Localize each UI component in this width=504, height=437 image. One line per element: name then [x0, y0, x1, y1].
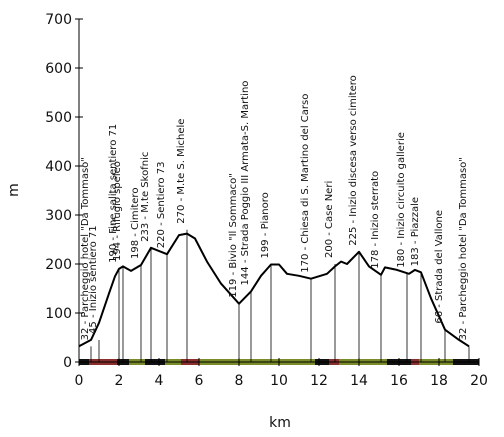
x-tick-label-4: 4 [155, 373, 164, 389]
x-tick-label-16: 16 [390, 373, 408, 389]
waypoint-label-3: 194 - Rifugio speleo [112, 161, 123, 261]
x-tick-label-2: 2 [115, 373, 124, 389]
waypoint-label-18: 32 - Parcheggio hotel "Da Tommaso" [458, 157, 469, 340]
elevation-line-0 [78, 232, 470, 348]
waypoint-label-0: 32 - Parcheggio hotel "Da Tommaso" [80, 157, 91, 340]
x-tick-label-0: 0 [75, 373, 84, 389]
waypoint-label-16: 183 - Piazzale [410, 197, 421, 266]
x-axis-label: km [269, 415, 291, 431]
x-tick-label-10: 10 [270, 373, 288, 389]
x-tick-label-12: 12 [310, 373, 328, 389]
x-tick-label-18: 18 [430, 373, 448, 389]
waypoint-label-8: 119 - Bivio "Il Sommaco" [228, 173, 239, 297]
x-tick-label-14: 14 [350, 373, 368, 389]
y-tick-label-600: 600 [45, 61, 72, 77]
y-tick-label-300: 300 [45, 208, 72, 224]
waypoint-label-17: 66 - Strada del Vallone [434, 210, 445, 324]
series-line-group [78, 232, 470, 348]
waypoint-label-14: 178 - Inizio sterrato [370, 171, 381, 269]
y-axis-label: m [6, 183, 22, 197]
waypoint-label-1: 45 - Inizio sentiero 71 [88, 225, 99, 334]
y-tick-label-0: 0 [63, 355, 72, 371]
waypoint-label-2: 190 - Fine salita sentiero 71 [108, 124, 119, 263]
waypoint-label-10: 199 - Pianoro [260, 192, 271, 258]
y-tick-label-400: 400 [45, 159, 72, 175]
y-tick-label-100: 100 [45, 306, 72, 322]
x-tick-label-8: 8 [235, 373, 244, 389]
axes: 0 100 200 300 400 500 600 700 0 2 4 6 8 10 12 14 16 18 20 [45, 12, 488, 389]
waypoint-label-15: 180 - Inizio circuito gallerie [396, 132, 407, 268]
waypoint-label-9: 144 - Strada Poggio III Armata-S. Martin… [240, 81, 251, 286]
x-tick-label-20: 20 [470, 373, 488, 389]
waypoint-label-5: 233 - M.te Skofnic [140, 152, 151, 242]
waypoint-label-7: 270 - M.te S. Michele [176, 119, 187, 224]
y-tick-label-700: 700 [45, 12, 72, 28]
y-tick-label-200: 200 [45, 257, 72, 273]
x-tick-label-6: 6 [195, 373, 204, 389]
waypoint-label-4: 198 - Cimitero [130, 188, 141, 259]
waypoint-label-13: 225 - Inizio discesa verso cimitero [348, 75, 359, 246]
waypoint-label-6: 220 - Sentiero 73 [156, 162, 167, 249]
waypoint-label-11: 170 - Chiesa di S. Martino del Carso [300, 94, 311, 273]
waypoint-labels: 32 - Parcheggio hotel "Da Tommaso"45 - I… [80, 75, 469, 340]
waypoint-label-12: 200 - Case Neri [324, 181, 335, 258]
y-tick-label-500: 500 [45, 110, 72, 126]
waypoint-lines [90, 229, 470, 362]
